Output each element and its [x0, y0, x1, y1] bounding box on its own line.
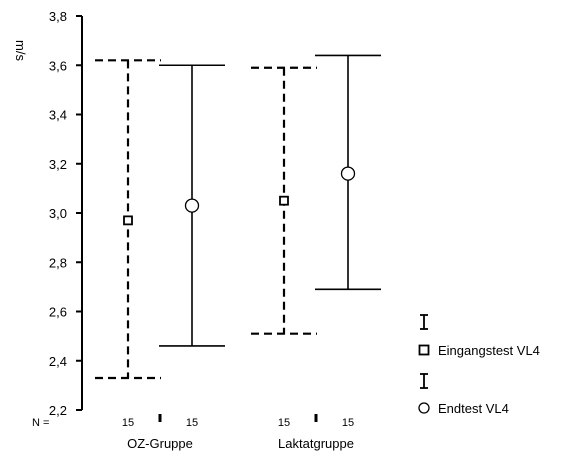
- category-label: OZ-Gruppe: [127, 436, 193, 451]
- y-ticks: 2,2 2,4 2,6 2,8 3,0 3,2 3,4 3,6 3,8: [49, 9, 82, 418]
- y-tick-label: 3,4: [49, 108, 67, 123]
- error-bars: [95, 54, 381, 380]
- n-row: N = 15 15 15 15: [32, 417, 354, 429]
- n-value: 15: [278, 417, 290, 429]
- n-value: 15: [122, 417, 134, 429]
- error-bar: [315, 54, 381, 291]
- legend-label: Eingangstest VL4: [438, 343, 540, 358]
- legend-item: Eingangstest VL4: [418, 314, 540, 358]
- legend-item: Endtest VL4: [418, 373, 509, 416]
- y-tick-label: 2,6: [49, 305, 67, 320]
- y-tick-label: 2,8: [49, 255, 67, 270]
- y-tick-label: 2,4: [49, 354, 67, 369]
- category-labels: OZ-Gruppe Laktatgruppe: [127, 414, 354, 451]
- y-tick-label: 3,8: [49, 9, 67, 24]
- n-value: 15: [342, 417, 354, 429]
- mean-marker-circle: [184, 198, 200, 213]
- legend-square-icon: [418, 344, 430, 356]
- y-tick-label: 3,6: [49, 58, 67, 73]
- y-tick-label: 3,2: [49, 157, 67, 172]
- mean-marker-circle: [340, 166, 356, 181]
- category-tick: [158, 414, 162, 422]
- y-axis-label: m/s: [13, 40, 28, 61]
- mean-marker-square: [279, 195, 289, 206]
- n-prefix: N =: [32, 417, 49, 429]
- category-label: Laktatgruppe: [278, 436, 354, 451]
- y-tick-label: 3,0: [49, 206, 67, 221]
- mean-marker-square: [123, 215, 133, 226]
- y-tick-label: 2,2: [49, 403, 67, 418]
- category-tick: [314, 414, 318, 422]
- legend-label: Endtest VL4: [438, 401, 509, 416]
- n-value: 15: [186, 417, 198, 429]
- error-bar: [159, 64, 225, 347]
- legend-circle-icon: [418, 402, 430, 414]
- error-bar: [95, 59, 161, 380]
- legend: Eingangstest VL4 Endtest VL4: [418, 314, 540, 416]
- error-bar: [251, 66, 317, 335]
